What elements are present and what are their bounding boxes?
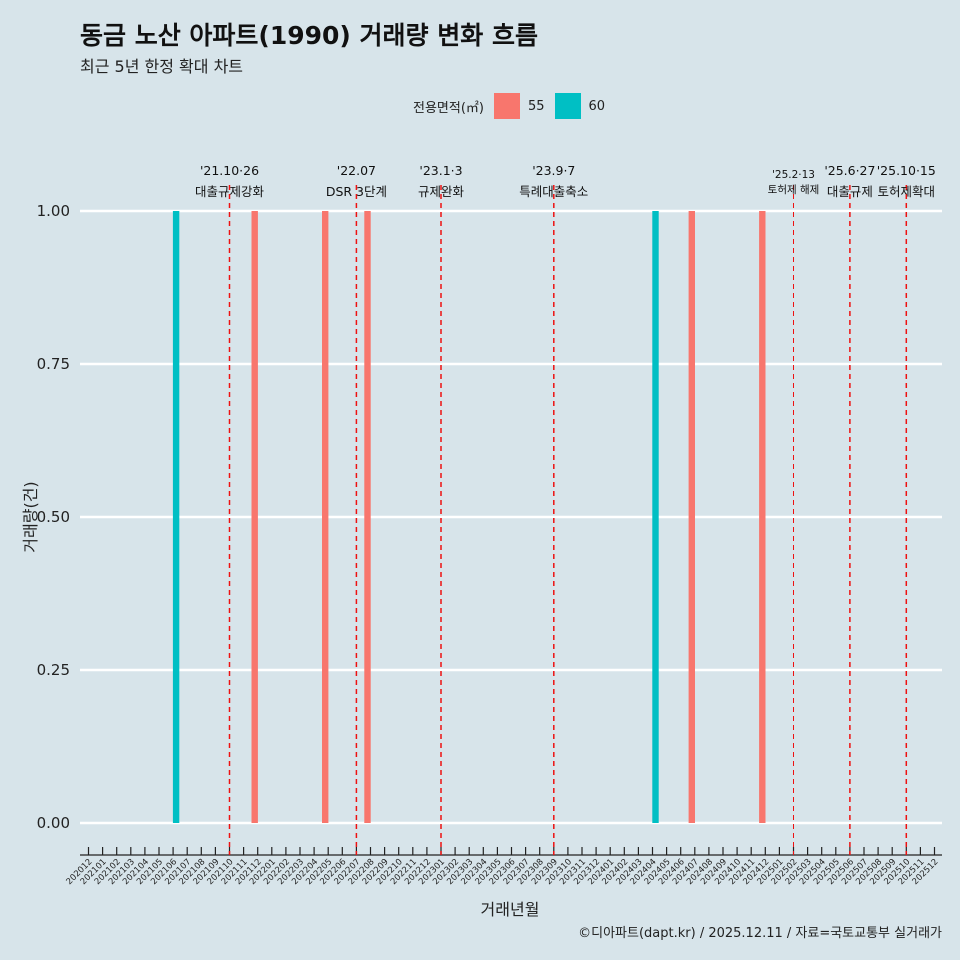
y-tick-label: 0.25 xyxy=(37,661,70,679)
event-label: 토허제확대 xyxy=(878,184,936,199)
event-date: '25.10·15 xyxy=(877,163,936,178)
legend-swatch-55 xyxy=(493,93,520,119)
event-date: '21.10·26 xyxy=(200,163,259,178)
caption: ©디아파트(dapt.kr) / 2025.12.11 / 자료=국토교통부 실… xyxy=(578,926,942,941)
legend-swatch-60 xyxy=(554,93,581,119)
bar-55-202205 xyxy=(322,211,329,823)
event-date: '25.2·13 xyxy=(772,169,815,181)
legend: 전용면적(㎡) 55 60 xyxy=(413,93,605,119)
legend-label-60: 60 xyxy=(588,98,606,114)
y-tick-label: 0.75 xyxy=(37,355,70,373)
bar-60-202106 xyxy=(172,211,180,823)
chart-subtitle: 최근 5년 한정 확대 차트 xyxy=(80,57,244,76)
bar-55-202112 xyxy=(251,211,258,823)
bar-55-202412 xyxy=(759,211,766,823)
y-tick-label: 1.00 xyxy=(37,202,70,220)
event-date: '23.1·3 xyxy=(419,163,462,178)
y-tick-label: 0.50 xyxy=(37,508,70,526)
event-date: '23.9·7 xyxy=(532,163,575,178)
event-label: DSR 3단계 xyxy=(326,184,387,199)
bar-60-202404 xyxy=(652,211,659,823)
y-axis-title: 거래량(건) xyxy=(21,481,40,552)
bar-55-202208 xyxy=(364,211,371,823)
bar-55-202407 xyxy=(688,211,695,823)
event-label: 규제완화 xyxy=(418,184,465,199)
event-label: 대출규제 xyxy=(827,184,873,199)
event-label: 특례대출축소 xyxy=(519,184,588,199)
chart-title: 동금 노산 아파트(1990) 거래량 변화 흐름 xyxy=(80,21,538,50)
event-date: '25.6·27 xyxy=(824,163,875,178)
legend-label-55: 55 xyxy=(527,98,545,114)
event-label: 대출규제강화 xyxy=(195,184,265,199)
y-tick-label: 0.00 xyxy=(37,814,70,832)
legend-title: 전용면적(㎡) xyxy=(413,100,484,116)
event-label: 토허제 해제 xyxy=(768,183,820,196)
event-date: '22.07 xyxy=(337,163,376,178)
x-axis-title: 거래년월 xyxy=(481,900,540,919)
